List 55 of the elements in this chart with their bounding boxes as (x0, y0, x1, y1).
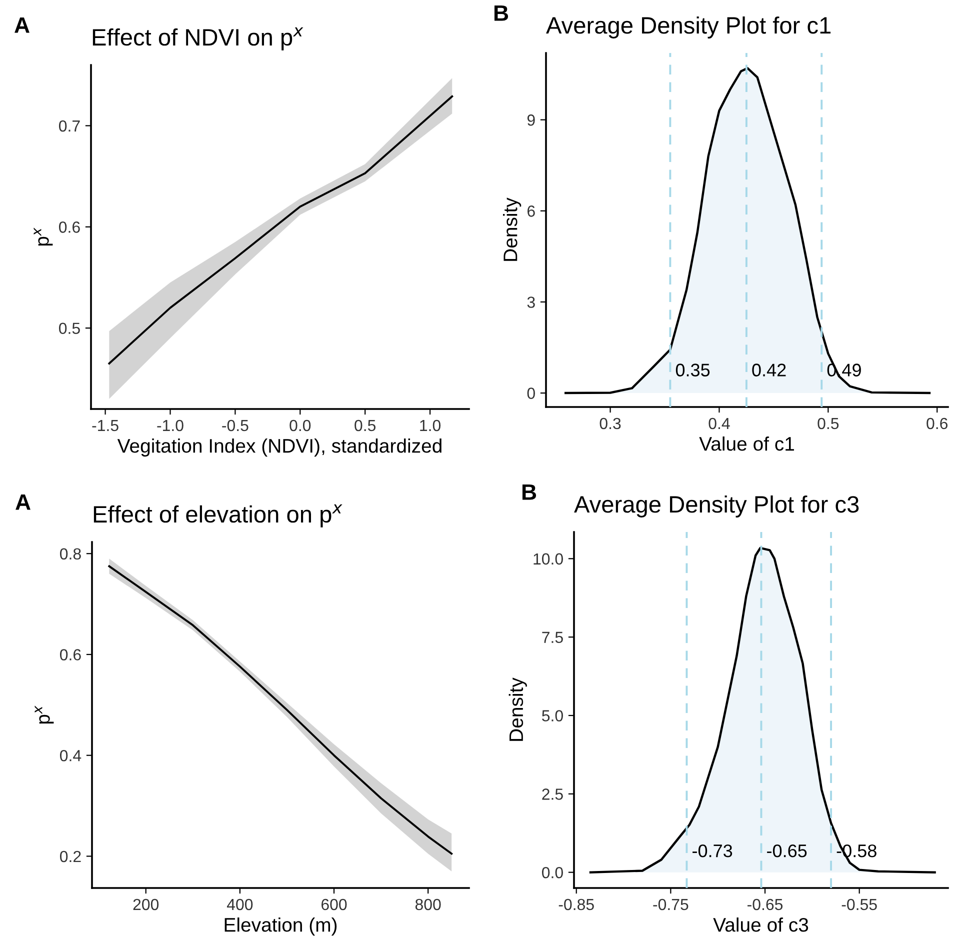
x-tick-label: 0.5 (818, 418, 839, 430)
y-tick-label: 0.0 (542, 866, 563, 878)
y-tick-label: 10.0 (534, 553, 563, 565)
y-tick-label: 9 (527, 114, 535, 126)
ref-line-label: -0.73 (692, 844, 732, 858)
chart-title: Effect of NDVI on p$^{x}$ (92, 27, 304, 50)
x-tick-label: 1.0 (420, 420, 441, 432)
y-axis-title: p$^{x}$ (34, 228, 53, 246)
x-tick-label: -0.75 (653, 898, 688, 910)
x-tick-label: -1.5 (92, 420, 118, 432)
x-tick-label: -0.5 (222, 420, 248, 432)
y-tick-label: 2.5 (542, 788, 563, 800)
x-axis-title: Elevation (m) (224, 917, 337, 936)
chart-title: Effect of elevation on p$^{x}$ (94, 504, 342, 528)
x-tick-label: -1.0 (157, 420, 184, 432)
y-tick-label: 0.6 (60, 649, 81, 660)
x-axis-title: Value of c3 (713, 917, 808, 932)
y-axis-title: Density (508, 678, 527, 741)
y-tick-label: 6 (528, 206, 535, 217)
x-tick-label: 800 (415, 898, 441, 910)
y-axis-title: p$^{x}$ (34, 706, 54, 724)
x-tick-label: -0.55 (842, 898, 877, 910)
y-tick-label: 5.0 (542, 710, 563, 722)
x-tick-label: 400 (226, 898, 253, 910)
chart-title: Average Density Plot for c3 (574, 495, 859, 518)
y-tick-label: 0 (527, 388, 535, 399)
chart-title: Average Density Plot for c1 (546, 16, 831, 38)
ref-line-label: 0.35 (676, 364, 710, 376)
y-tick-label: 0.8 (60, 548, 81, 560)
x-tick-label: 0.6 (926, 418, 948, 430)
x-axis-title: Value of c1 (699, 436, 794, 451)
line-series (108, 95, 454, 364)
x-tick-label: -0.85 (558, 898, 594, 910)
y-tick-label: 0.4 (60, 750, 82, 762)
y-tick-label: 0.6 (59, 222, 80, 233)
y-axis-title: Density (503, 198, 522, 261)
y-tick-label: 3 (527, 296, 535, 308)
x-tick-label: -0.65 (748, 898, 783, 910)
x-tick-label: 0.3 (600, 418, 621, 430)
y-tick-label: 0.2 (60, 850, 81, 862)
text: B (494, 5, 508, 21)
x-tick-label: 0.5 (354, 420, 376, 432)
ref-line-label: -0.65 (767, 844, 807, 858)
y-tick-label: 7.5 (542, 632, 563, 644)
x-tick-label: 0.4 (708, 418, 730, 430)
ref-line-label: 0.42 (752, 364, 786, 376)
y-tick-label: 0.5 (59, 322, 80, 334)
x-axis-title: Vegitation Index (NDVI), standardized (117, 438, 442, 457)
x-tick-label: 200 (133, 898, 159, 910)
x-tick-label: 0.0 (290, 420, 311, 432)
text: A (16, 494, 30, 510)
text: B (522, 484, 536, 500)
text: A (14, 17, 30, 33)
y-tick-label: 0.7 (59, 120, 80, 132)
x-tick-label: 600 (321, 898, 347, 910)
